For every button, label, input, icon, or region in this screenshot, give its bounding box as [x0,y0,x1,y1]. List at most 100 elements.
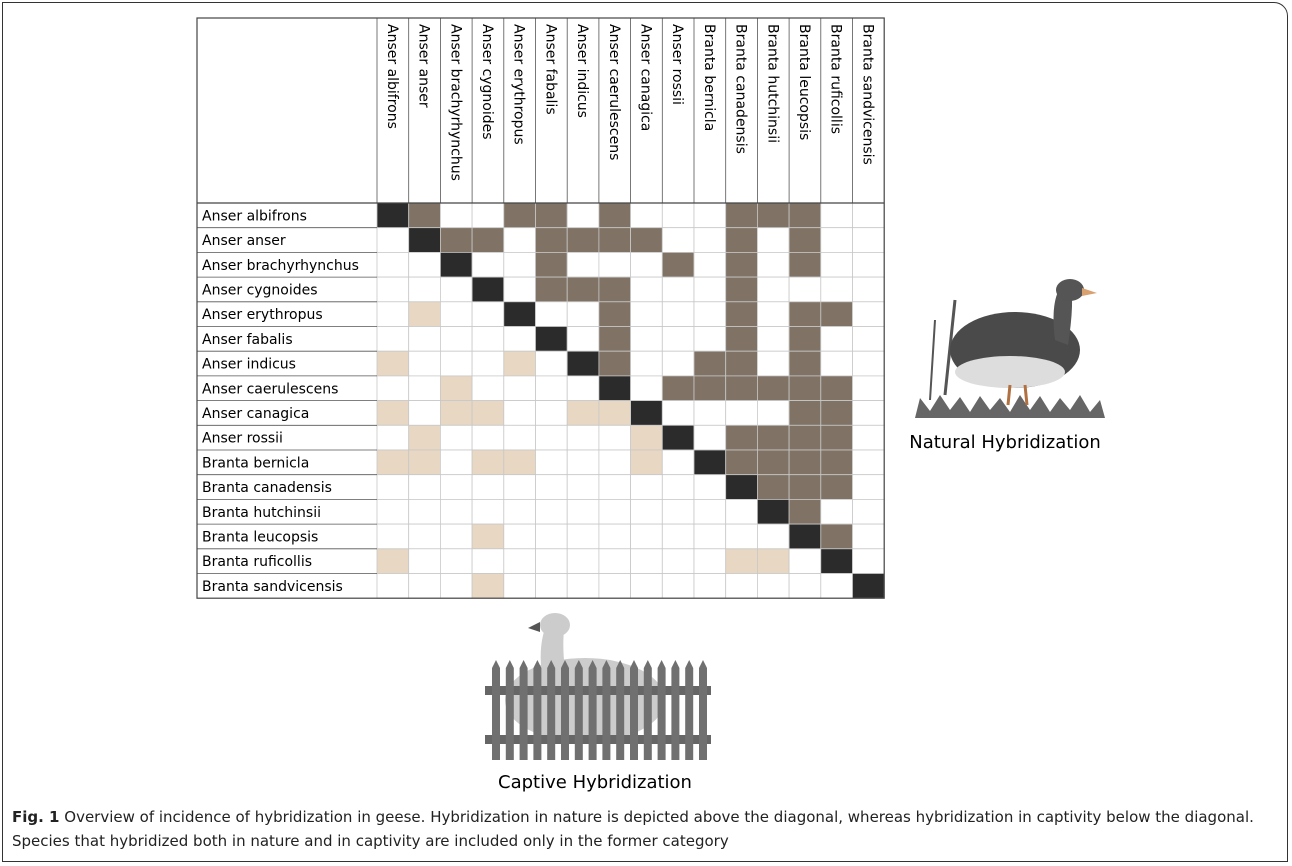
matrix-cell [471,326,505,352]
caption-text: Overview of incidence of hybridization i… [12,808,1254,850]
matrix-cell [566,276,600,303]
matrix-cell [408,449,441,476]
matrix-cell [408,498,441,525]
column-label: Anser erythropus [511,24,527,145]
matrix-cell [439,251,473,278]
matrix-cell [471,276,505,303]
matrix-cell [725,474,758,500]
matrix-cell [852,251,885,278]
row-label: Anser anser [202,233,286,249]
row-label: Anser brachyrhynchus [202,258,359,274]
matrix-cell [725,523,758,550]
matrix-cell [757,424,790,451]
matrix-cell [376,227,410,253]
matrix-cell [757,548,790,574]
fence-picket [547,660,556,760]
matrix-cell [598,573,632,599]
matrix-cell [725,301,758,327]
matrix-cell [630,227,663,253]
matrix-cell [471,573,505,599]
matrix-cell [535,523,568,550]
matrix-cell [376,424,410,451]
matrix-cell [471,375,505,401]
matrix-cell [566,523,600,550]
matrix-cell [725,424,758,451]
matrix-cell [757,276,790,303]
fence-picket [602,660,611,760]
matrix-cell [471,498,505,525]
matrix-cell [725,202,758,229]
matrix-cell [725,400,758,426]
matrix-cell [503,326,536,352]
column-label: Branta ruficollis [828,24,844,134]
matrix-cell [376,474,410,500]
matrix-cell [408,326,441,352]
matrix-cell [852,202,885,229]
matrix-cell [630,276,663,303]
matrix-cell [661,227,695,253]
matrix-cell [535,548,568,574]
matrix-cell [693,474,727,500]
matrix-cell [408,474,441,500]
column-label: Branta sandvicensis [859,24,875,165]
caption-label: Fig. 1 [12,808,60,826]
matrix-cell [598,449,632,476]
row-label: Branta canadensis [202,480,332,496]
matrix-cell [471,424,505,451]
matrix-cell [535,326,568,352]
matrix-cell [503,474,536,500]
matrix-cell [757,474,790,500]
row-label: Anser caerulescens [202,381,338,397]
matrix-cell [376,375,410,401]
matrix-cell [820,301,853,327]
matrix-cell [820,400,853,426]
matrix-cell [661,548,695,574]
matrix-cell [661,400,695,426]
row-label: Branta ruficollis [202,554,312,570]
matrix-cell [471,400,505,426]
matrix-cell [725,326,758,352]
matrix-cell [788,227,822,253]
matrix-cell [852,573,885,599]
matrix-cell [820,548,853,574]
matrix-cell [693,227,727,253]
matrix-cell [471,227,505,253]
captive-label: Captive Hybridization [498,772,692,793]
matrix-cell [598,498,632,525]
matrix-cell [788,523,822,550]
matrix-cell [503,449,536,476]
matrix-cell [503,424,536,451]
matrix-cell [630,573,663,599]
column-label: Branta hutchinsii [764,24,780,143]
matrix-cell [661,375,695,401]
matrix-cell [566,573,600,599]
matrix-cell [503,573,536,599]
matrix-cell [376,350,410,377]
matrix-cell [693,202,727,229]
matrix-cell [820,424,853,451]
matrix-cell [788,375,822,401]
matrix-cell [693,251,727,278]
matrix-cell [693,573,727,599]
matrix-cell [788,548,822,574]
matrix-cell [566,202,600,229]
matrix-cell [503,301,536,327]
matrix-cell [439,548,473,574]
fence-picket [616,660,625,760]
matrix-cell [725,227,758,253]
matrix-cell [471,523,505,550]
matrix-cell [439,202,473,229]
matrix-cell [503,251,536,278]
matrix-cell [535,400,568,426]
matrix-cell [503,400,536,426]
fence-picket [505,660,514,760]
matrix-cell [630,350,663,377]
matrix-cell [852,276,885,303]
matrix-cell [788,276,822,303]
matrix-cell [535,276,568,303]
matrix-cell [757,375,790,401]
matrix-cell [439,523,473,550]
matrix-cell [757,573,790,599]
matrix-cell [439,326,473,352]
